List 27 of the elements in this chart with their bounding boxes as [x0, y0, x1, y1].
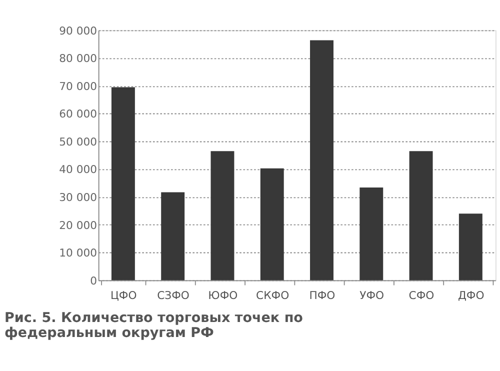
x-tick-label: СЗФО [157, 288, 190, 302]
y-tick-label: 70 000 [59, 80, 98, 93]
y-tick-label: 50 000 [59, 135, 98, 148]
x-tick-label: СФО [408, 288, 434, 302]
bar [360, 188, 384, 280]
bar [161, 192, 185, 280]
x-tick-label: ДФО [458, 288, 484, 302]
text: Рис. 5. Количество торговых точек по федеральным округам РФ [4, 310, 303, 342]
y-tick-label: 90 000 [59, 24, 98, 38]
x-tick-label: УФО [360, 288, 384, 302]
y-tick-label: 60 000 [59, 108, 98, 121]
bar [260, 168, 284, 280]
y-tick-label: 10 000 [59, 246, 98, 260]
y-tick-label: 0 [90, 274, 98, 288]
x-tick-label: ЮФО [208, 288, 238, 302]
x-tick-label: ПФО [309, 288, 336, 302]
y-tick-label: 40 000 [59, 163, 98, 176]
bar [409, 151, 433, 280]
bar [458, 214, 482, 280]
y-tick-label: 20 000 [59, 218, 98, 232]
x-tick-label: ЦФО [110, 288, 137, 302]
bar [111, 87, 135, 280]
bar [310, 40, 334, 280]
bar [210, 151, 234, 280]
x-tick-label: СКФО [256, 288, 290, 302]
y-tick-label: 80 000 [59, 52, 98, 66]
y-tick-label: 30 000 [59, 191, 98, 204]
